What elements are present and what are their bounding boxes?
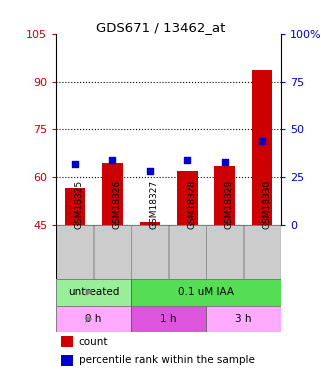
FancyBboxPatch shape [56,225,93,279]
Bar [131,279,281,306]
Text: GSM18325: GSM18325 [75,180,84,229]
Point [110,157,115,163]
FancyBboxPatch shape [169,225,206,279]
FancyBboxPatch shape [206,225,243,279]
Text: count: count [79,337,108,347]
Point [260,138,265,144]
Bar [252,70,273,225]
Point [222,159,227,165]
Point [185,157,190,163]
Bar [131,306,206,332]
Bar [140,222,160,225]
Text: 3 h: 3 h [235,314,252,324]
Bar [206,306,281,332]
Text: 1 h: 1 h [160,314,177,324]
Bar [65,188,85,225]
Point [147,168,152,174]
Text: GSM18328: GSM18328 [187,180,196,229]
Text: GSM18326: GSM18326 [112,180,121,229]
Text: GSM18329: GSM18329 [225,180,234,229]
Text: GSM18330: GSM18330 [262,180,271,229]
Text: 0 h: 0 h [85,314,102,324]
Bar [56,306,131,332]
FancyBboxPatch shape [94,225,131,279]
Bar [61,336,73,347]
Bar [56,279,131,306]
Text: GDS671 / 13462_at: GDS671 / 13462_at [96,21,225,34]
Bar [177,171,197,225]
Text: untreated: untreated [68,287,119,297]
Bar [102,163,123,225]
Bar [61,355,73,366]
Bar [214,166,235,225]
Text: percentile rank within the sample: percentile rank within the sample [79,356,255,365]
Point [72,161,77,167]
FancyBboxPatch shape [244,225,281,279]
Text: GSM18327: GSM18327 [150,180,159,229]
FancyBboxPatch shape [131,225,168,279]
Text: 0.1 uM IAA: 0.1 uM IAA [178,287,234,297]
